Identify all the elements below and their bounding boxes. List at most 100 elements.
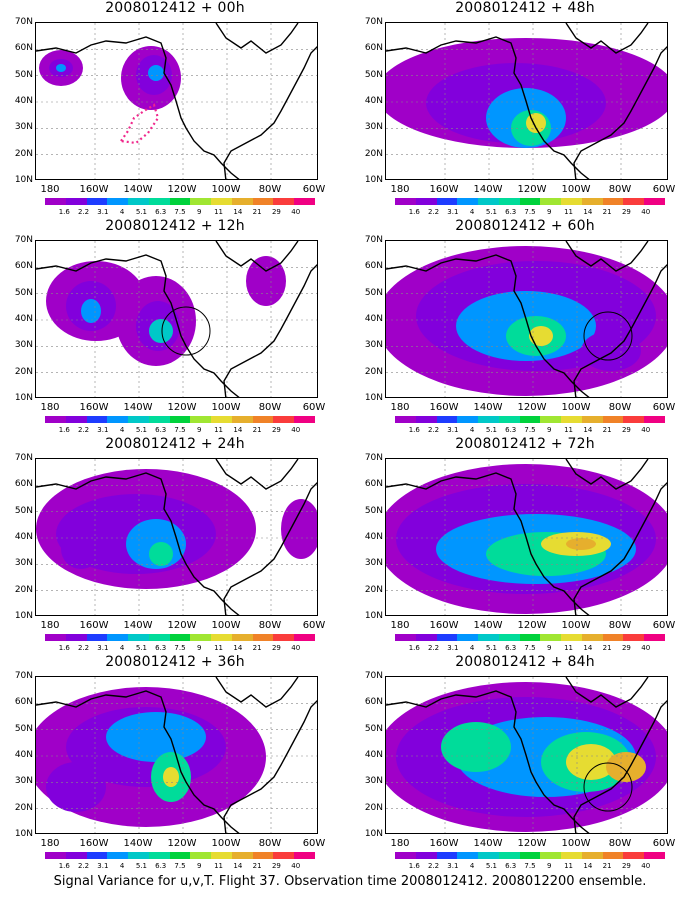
colorbar-swatch: [294, 198, 315, 205]
colorbar-swatch: [395, 634, 416, 641]
lon-tick-label: 100W: [561, 620, 591, 631]
lat-tick-label: 70N: [364, 235, 383, 245]
colorbar-label: 14: [233, 208, 243, 216]
colorbar-label: 21: [602, 862, 612, 870]
lon-tick-label: 120W: [517, 402, 547, 413]
coastline: [573, 46, 667, 179]
lat-tick-label: 60N: [14, 261, 33, 272]
lat-tick-label: 20N: [364, 584, 383, 595]
colorbar-swatch: [478, 634, 499, 641]
colorbar-swatch: [294, 852, 315, 859]
colorbar-label: 40: [291, 208, 301, 216]
colorbar-label: 29: [621, 644, 631, 652]
colorbar-swatch: [128, 634, 149, 641]
coastline: [386, 472, 590, 615]
coastline: [36, 36, 240, 179]
map-area: [35, 22, 318, 180]
colorbar-label: 40: [291, 644, 301, 652]
coastline: [386, 254, 590, 397]
lon-tick-label: 140W: [123, 184, 153, 195]
lat-tick-label: 30N: [364, 340, 383, 351]
map-area: [35, 240, 318, 398]
colorbar-label: 11: [214, 208, 224, 216]
panel-title: 2008012412 + 36h: [105, 654, 245, 670]
colorbar-swatch: [602, 852, 624, 859]
lat-tick-label: 50N: [364, 287, 383, 298]
colorbar-labels: 1.6 2.2 3.1 4 5.1 6.3 7.5 9 11 14 21 29 40: [395, 644, 665, 654]
lon-tick-label: 80W: [258, 838, 282, 849]
lat-tick-label: 20N: [364, 802, 383, 813]
colorbar-label: 14: [583, 644, 593, 652]
colorbar-labels: 1.6 2.2 3.1 4 5.1 6.3 7.5 9 11 14 21 29 40: [45, 208, 315, 218]
lat-tick-label: 70N: [364, 17, 383, 27]
colorbar-swatch: [107, 198, 129, 205]
lat-tick-label: 40N: [14, 532, 33, 542]
colorbar-swatch: [457, 852, 479, 859]
variance-contour: [56, 64, 66, 72]
lat-tick-label: 50N: [364, 723, 383, 734]
lon-tick-label: 120W: [167, 402, 197, 413]
lon-tick-label: 80W: [258, 620, 282, 631]
lat-tick-label: 40N: [364, 750, 383, 760]
colorbar-swatch: [519, 198, 541, 205]
map-area: [385, 458, 668, 616]
lon-tick-label: 120W: [517, 620, 547, 631]
lon-tick-label: 180: [40, 184, 60, 195]
colorbar-label: 40: [641, 426, 651, 434]
panel-title: 2008012412 + 72h: [455, 436, 595, 452]
colorbar-label: 6.3: [505, 426, 517, 434]
colorbar-label: 4: [119, 426, 125, 434]
colorbar-swatch: [623, 634, 645, 641]
lat-tick-label: 10N: [14, 611, 33, 621]
colorbar-label: 7.5: [174, 426, 186, 434]
lon-tick-label: 140W: [123, 838, 153, 849]
lat-tick-label: 60N: [14, 479, 33, 490]
coastline: [36, 690, 240, 833]
field-plot: [386, 677, 667, 833]
colorbar-swatch: [602, 634, 624, 641]
colorbar-label: 7.5: [174, 862, 186, 870]
colorbar-label: 11: [564, 426, 574, 434]
colorbar-swatch: [65, 852, 87, 859]
colorbar-label: 9: [197, 862, 202, 870]
colorbar-swatch: [478, 416, 499, 423]
lat-tick-label: 20N: [14, 148, 33, 159]
colorbar-swatch: [45, 852, 66, 859]
colorbar-swatch: [65, 416, 87, 423]
colorbar-label: 14: [233, 426, 243, 434]
colorbar-label: 11: [214, 426, 224, 434]
colorbar: [45, 852, 315, 859]
colorbar-label: 11: [214, 862, 224, 870]
colorbar-swatch: [148, 198, 170, 205]
lon-tick-label: 160W: [429, 402, 459, 413]
colorbar-swatch: [252, 198, 274, 205]
lon-tick-label: 60W: [302, 620, 326, 631]
colorbar-swatch: [436, 634, 458, 641]
colorbar-swatch: [169, 416, 191, 423]
colorbar-label: 1.6: [58, 208, 70, 216]
colorbar-label: 2.2: [427, 208, 440, 216]
lat-tick-label: 30N: [14, 340, 33, 351]
colorbar-label: 1.6: [58, 862, 70, 870]
colorbar-label: 1.6: [408, 644, 420, 652]
panel-title: 2008012412 + 48h: [455, 0, 595, 16]
colorbar-label: 5.1: [135, 862, 147, 870]
colorbar-label: 6.3: [155, 208, 167, 216]
colorbar-swatch: [602, 416, 624, 423]
lon-tick-label: 100W: [211, 184, 241, 195]
colorbar: [45, 198, 315, 205]
lat-tick-label: 60N: [14, 697, 33, 708]
lat-tick-label: 50N: [364, 505, 383, 516]
lon-tick-label: 60W: [652, 402, 676, 413]
colorbar-swatch: [252, 416, 274, 423]
colorbar-label: 29: [621, 862, 631, 870]
colorbar-label: 40: [291, 426, 301, 434]
colorbar: [395, 852, 665, 859]
colorbar-swatch: [540, 416, 562, 423]
colorbar-swatch: [581, 416, 603, 423]
colorbar-swatch: [623, 416, 645, 423]
colorbar-swatch: [457, 634, 479, 641]
lon-tick-label: 120W: [517, 838, 547, 849]
colorbar-label: 21: [602, 426, 612, 434]
coastline: [573, 482, 667, 615]
